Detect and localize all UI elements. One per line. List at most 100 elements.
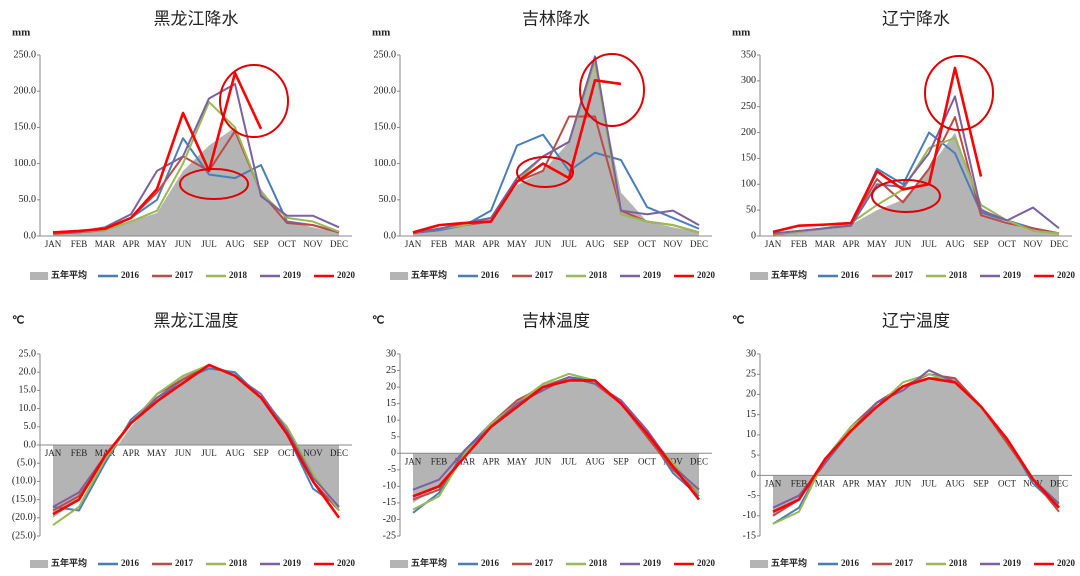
area bbox=[773, 378, 1059, 516]
legend-label: 2017 bbox=[535, 270, 554, 280]
x-tick-label: OCT bbox=[638, 239, 657, 249]
legend-label: 2019 bbox=[1003, 270, 1022, 280]
y-tick-label: 15.0 bbox=[19, 385, 37, 396]
y-axis-unit: ℃ bbox=[372, 315, 384, 327]
chart-title: 黑龙江温度 bbox=[154, 312, 239, 332]
y-tick-label: 250.0 bbox=[374, 49, 397, 60]
legend-label: 五年平均 bbox=[771, 269, 807, 280]
x-tick-label: MAR bbox=[95, 239, 116, 249]
x-tick-label: SEP bbox=[253, 239, 269, 249]
x-tick-label: APR bbox=[122, 239, 140, 249]
x-tick-label: NOV bbox=[303, 448, 323, 458]
legend-label: 2018 bbox=[949, 270, 968, 280]
legend-swatch bbox=[390, 272, 408, 280]
legend-label: 2017 bbox=[175, 270, 194, 280]
x-tick-label: JAN bbox=[765, 478, 782, 488]
legend-label: 2016 bbox=[121, 558, 140, 568]
x-tick-label: JAN bbox=[765, 239, 782, 249]
y-axis-unit: ℃ bbox=[732, 315, 744, 327]
legend-label: 2018 bbox=[589, 270, 608, 280]
y-tick-label: 5 bbox=[751, 449, 756, 460]
y-axis-unit: mm bbox=[372, 27, 390, 39]
y-tick-label: (15.0) bbox=[12, 494, 36, 505]
legend-label: 五年平均 bbox=[51, 269, 87, 280]
highlight-circle bbox=[924, 55, 994, 131]
legend-swatch bbox=[30, 272, 48, 280]
y-tick-label: 150.0 bbox=[14, 122, 37, 133]
y-tick-label: -15 bbox=[383, 497, 396, 508]
legend-label: 2019 bbox=[643, 558, 662, 568]
y-tick-label: 0.0 bbox=[384, 230, 397, 241]
x-tick-label: MAY bbox=[507, 456, 528, 466]
x-tick-label: MAR bbox=[815, 239, 836, 249]
x-tick-label: JAN bbox=[45, 448, 62, 458]
x-tick-label: MAY bbox=[867, 239, 888, 249]
x-tick-label: JUL bbox=[201, 239, 217, 249]
area bbox=[53, 364, 339, 518]
y-tick-label: 20 bbox=[746, 389, 756, 400]
line bbox=[772, 66, 983, 234]
x-tick-label: MAR bbox=[95, 448, 116, 458]
legend-label: 2019 bbox=[283, 270, 302, 280]
highlight-circle bbox=[516, 156, 574, 188]
x-tick-label: JUN bbox=[535, 239, 552, 249]
y-tick-label: 10 bbox=[746, 429, 756, 440]
y-tick-label: 25 bbox=[386, 365, 396, 376]
x-tick-label: DEC bbox=[330, 239, 348, 249]
legend-label: 2020 bbox=[697, 558, 716, 568]
y-tick-label: -15 bbox=[743, 530, 756, 541]
legend-label: 2019 bbox=[643, 270, 662, 280]
x-tick-label: JAN bbox=[45, 239, 62, 249]
x-tick-label: FEB bbox=[431, 456, 448, 466]
x-tick-label: SEP bbox=[253, 448, 269, 458]
y-tick-label: 100 bbox=[741, 179, 756, 190]
y-tick-label: (10.0) bbox=[12, 476, 36, 487]
x-tick-label: MAY bbox=[507, 239, 528, 249]
line bbox=[52, 363, 340, 526]
y-tick-label: 20 bbox=[386, 381, 396, 392]
legend-label: 2018 bbox=[949, 558, 968, 568]
x-tick-label: NOV bbox=[663, 239, 683, 249]
x-tick-label: AUG bbox=[225, 239, 245, 249]
legend-label: 2017 bbox=[895, 558, 914, 568]
legend-swatch bbox=[30, 560, 48, 568]
area bbox=[413, 65, 699, 236]
legend-swatch bbox=[750, 560, 768, 568]
y-tick-label: 150 bbox=[741, 153, 756, 164]
legend-label: 2017 bbox=[895, 270, 914, 280]
x-tick-label: SEP bbox=[973, 478, 989, 488]
x-tick-label: OCT bbox=[638, 456, 657, 466]
x-tick-label: MAY bbox=[147, 448, 168, 458]
x-tick-label: DEC bbox=[330, 448, 348, 458]
x-tick-label: FEB bbox=[431, 239, 448, 249]
y-tick-label: (5.0) bbox=[17, 457, 36, 468]
y-tick-label: -5 bbox=[748, 490, 756, 501]
y-tick-label: 200.0 bbox=[14, 85, 37, 96]
y-tick-label: -25 bbox=[383, 530, 396, 541]
x-tick-label: JAN bbox=[405, 239, 422, 249]
x-tick-label: NOV bbox=[663, 456, 683, 466]
x-tick-label: DEC bbox=[690, 239, 708, 249]
y-axis-unit: mm bbox=[732, 27, 750, 39]
legend-label: 2017 bbox=[175, 558, 194, 568]
annotations bbox=[179, 53, 994, 213]
x-tick-label: APR bbox=[482, 239, 500, 249]
legend-label: 五年平均 bbox=[411, 557, 447, 568]
x-tick-label: AUG bbox=[945, 239, 965, 249]
area bbox=[53, 127, 339, 236]
x-tick-label: OCT bbox=[998, 239, 1017, 249]
y-tick-label: 200.0 bbox=[374, 85, 397, 96]
x-tick-label: MAY bbox=[147, 239, 168, 249]
area bbox=[413, 377, 699, 503]
x-tick-label: FEB bbox=[791, 478, 808, 488]
y-tick-label: 200 bbox=[741, 127, 756, 138]
y-tick-label: 15 bbox=[386, 398, 396, 409]
y-tick-label: 25.0 bbox=[19, 348, 37, 359]
line bbox=[772, 95, 1060, 235]
y-tick-label: 50 bbox=[746, 204, 756, 215]
legend-label: 2019 bbox=[1003, 558, 1022, 568]
y-axis-unit: mm bbox=[12, 27, 30, 39]
x-tick-label: JUL bbox=[561, 239, 577, 249]
legend-swatch bbox=[750, 272, 768, 280]
